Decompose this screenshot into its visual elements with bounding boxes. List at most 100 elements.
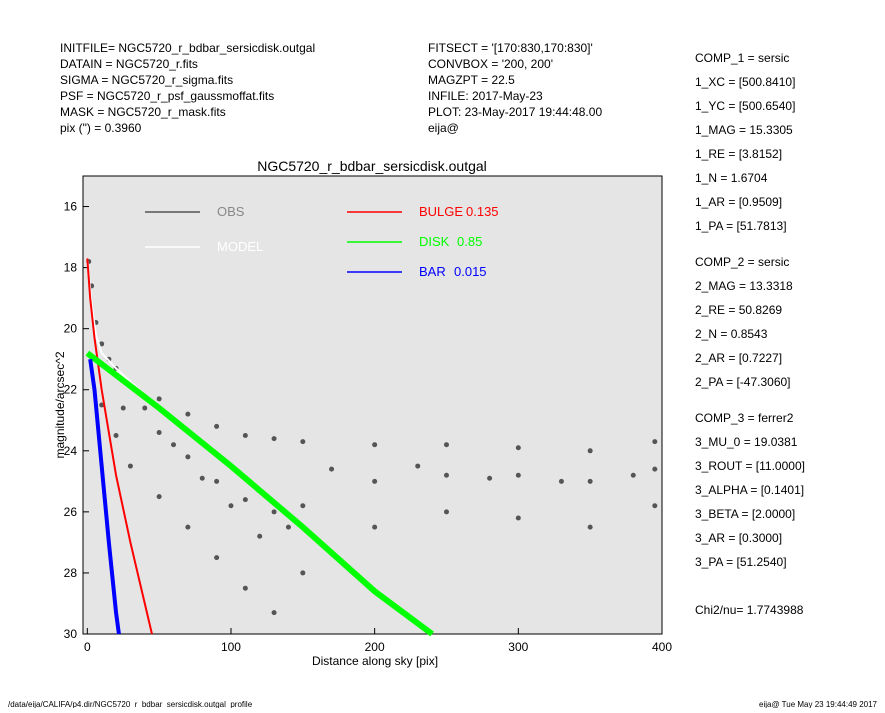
param-line: COMP_2 = sersic [695, 255, 789, 269]
y-tick-label: 30 [64, 627, 78, 641]
data-point [558, 478, 564, 484]
data-point [372, 524, 378, 530]
header-line: CONVBOX = '200, 200' [428, 57, 553, 71]
legend-fraction: 0.015 [454, 264, 487, 279]
param-line: 3_ALPHA = [0.1401] [695, 483, 804, 497]
data-point [271, 509, 277, 515]
data-point [587, 448, 593, 454]
data-point [300, 570, 306, 576]
legend-label: MODEL [217, 239, 263, 254]
data-point [156, 494, 162, 500]
data-point [242, 497, 248, 503]
y-tick-label: 22 [64, 383, 78, 397]
data-point [99, 402, 105, 408]
data-point [113, 433, 119, 439]
data-point [587, 524, 593, 530]
header-line: FITSECT = '[170:830,170:830]' [428, 41, 593, 55]
data-point [515, 472, 521, 478]
param-line: COMP_3 = ferrer2 [695, 411, 794, 425]
param-line: 2_RE = 50.8269 [695, 303, 782, 317]
data-point [127, 463, 133, 469]
param-line: 1_RE = [3.8152] [695, 147, 782, 161]
param-line: 1_N = 1.6704 [695, 171, 768, 185]
data-point [171, 442, 177, 448]
x-tick-label: 300 [508, 640, 528, 654]
param-line: 1_MAG = 15.3305 [695, 123, 793, 137]
param-line: 3_ROUT = [11.0000] [695, 459, 805, 473]
data-point [242, 585, 248, 591]
y-tick-label: 24 [64, 444, 78, 458]
data-point [515, 445, 521, 451]
header-line: DATAIN = NGC5720_r.fits [60, 57, 198, 71]
x-tick-label: 100 [221, 640, 241, 654]
x-tick-label: 400 [652, 640, 672, 654]
param-line: 2_PA = [-47.3060] [695, 375, 791, 389]
param-line: 1_XC = [500.8410] [695, 75, 795, 89]
param-line: Chi2/nu= 1.7743988 [695, 603, 804, 617]
data-point [285, 524, 291, 530]
legend-label: BAR [419, 264, 446, 279]
footer-left: /data/eija/CALIFA/p4.dir/NGC5720_r_bdbar… [8, 700, 253, 708]
data-point [257, 533, 263, 539]
model-line [85, 350, 434, 637]
data-point [271, 436, 277, 442]
plot-frame [82, 175, 663, 635]
data-point [487, 475, 493, 481]
data-point [372, 478, 378, 484]
data-point [443, 472, 449, 478]
data-point [300, 503, 306, 509]
data-point [156, 429, 162, 435]
data-point [185, 411, 191, 417]
data-point [142, 405, 148, 411]
param-line: 3_AR = [0.3000] [695, 531, 782, 545]
data-point [185, 524, 191, 530]
param-line: 1_YC = [500.6540] [695, 99, 795, 113]
data-point [120, 405, 126, 411]
chart-title: NGC5720_r_bdbar_sersicdisk.outgal [257, 158, 487, 174]
y-label: magnitude/arcsec^2 [53, 351, 67, 458]
data-point [214, 423, 220, 429]
data-point [329, 466, 335, 472]
legend-fraction: 0.135 [466, 204, 499, 219]
model-line [86, 258, 153, 635]
data-point [214, 478, 220, 484]
data-point [443, 509, 449, 515]
data-point [515, 515, 521, 521]
header-line: MASK = NGC5720_r_mask.fits [60, 105, 226, 119]
y-tick-label: 26 [64, 505, 78, 519]
header-line: SIGMA = NGC5720_r_sigma.fits [60, 73, 233, 87]
param-line: 2_MAG = 13.3318 [695, 279, 793, 293]
x-label: Distance along sky [pix] [312, 654, 438, 668]
data-point [242, 433, 248, 439]
data-point [228, 503, 234, 509]
y-tick-label: 18 [64, 261, 78, 275]
param-line: COMP_1 = sersic [695, 51, 789, 65]
data-point [185, 454, 191, 460]
data-point [652, 439, 658, 445]
legend-fraction: 0.85 [457, 234, 482, 249]
data-point [300, 439, 306, 445]
param-line: 2_N = 0.8543 [695, 327, 768, 341]
footer-right: eija@ Tue May 23 19:44:49 2017 [759, 700, 878, 708]
legend-label: BULGE [419, 204, 463, 219]
data-point [199, 475, 205, 481]
data-point [443, 442, 449, 448]
header-line: PLOT: 23-May-2017 19:44:48.00 [428, 105, 602, 119]
data-point [99, 341, 105, 347]
data-point [156, 396, 162, 402]
data-point [372, 442, 378, 448]
header-line: eija@ [428, 121, 459, 135]
x-tick-label: 200 [365, 640, 385, 654]
data-point [271, 610, 277, 616]
param-line: 3_PA = [51.2540] [695, 555, 787, 569]
model-line [88, 358, 121, 635]
data-point [214, 555, 220, 561]
x-tick-label: 0 [84, 640, 91, 654]
header-line: INFILE: 2017-May-23 [428, 89, 543, 103]
param-line: 3_MU_0 = 19.0381 [695, 435, 798, 449]
data-point [652, 466, 658, 472]
data-point [630, 472, 636, 478]
param-line: 3_BETA = [2.0000] [695, 507, 795, 521]
param-line: 1_AR = [0.9509] [695, 195, 782, 209]
